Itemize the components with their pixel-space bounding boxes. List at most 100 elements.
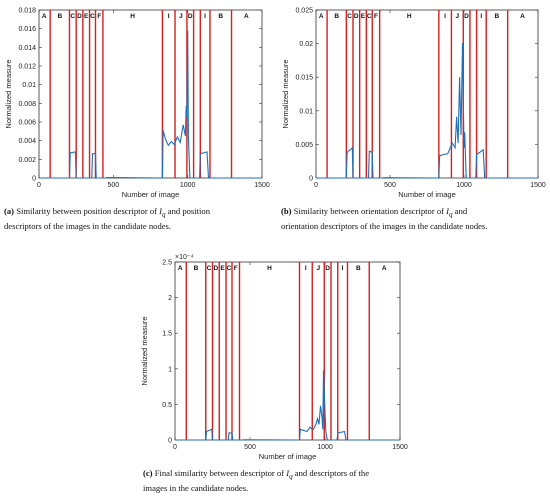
- y-axis-label: Normalized measure: [4, 59, 13, 128]
- segment-label: I: [444, 13, 446, 20]
- segment-label: F: [374, 13, 378, 20]
- y-tick-label: 0.008: [18, 101, 36, 108]
- x-tick-label: 1500: [530, 182, 546, 189]
- x-tick-label: 0: [173, 444, 177, 451]
- segment-label: H: [130, 13, 135, 20]
- segment-label: C: [70, 13, 75, 20]
- segment-label: J: [316, 265, 320, 272]
- segment-label: D: [464, 13, 469, 20]
- segment-label: E: [220, 265, 225, 272]
- segment-label: B: [356, 265, 361, 272]
- series-line: [316, 42, 538, 179]
- segment-label: I: [480, 13, 482, 20]
- y-tick-label: 0.016: [18, 26, 36, 33]
- panel-a: 0 0.002 0.004 0.006 0.008 0.01 0.012 0.014 0.016…: [0, 0, 275, 245]
- y-tick-label: 0.01: [299, 108, 313, 115]
- y-tick-label: 0.005: [295, 142, 313, 149]
- segment-label: A: [244, 13, 249, 20]
- segment-label: D: [188, 13, 193, 20]
- x-tick-label: 1500: [254, 182, 270, 189]
- segment-label: I: [342, 265, 344, 272]
- x-tick-label: 0: [37, 182, 41, 189]
- caption-var: I: [286, 468, 290, 478]
- y-tick-label: 0.015: [295, 75, 313, 82]
- segment-label: I: [204, 13, 206, 20]
- segment-label: D: [213, 265, 218, 272]
- y-tick-label: 0.02: [299, 41, 313, 48]
- caption-b: (b) Similarity between orientation descr…: [281, 206, 543, 232]
- segment-label: A: [319, 13, 324, 20]
- segment-label: B: [194, 265, 199, 272]
- segment-label: F: [234, 265, 238, 272]
- caption-sub: q: [449, 210, 453, 219]
- plot-area: [174, 261, 401, 441]
- segment-label: D: [354, 13, 359, 20]
- caption-text: Similarity between position descriptor o…: [16, 206, 160, 216]
- segment-label: C: [347, 13, 352, 20]
- panel-c: 0 0.5 1 1.5 2 2.5 0 500 1000 1500 A B C D E C F H I J D I B A Nu…: [137, 248, 412, 499]
- y-tick-label: 1.5: [162, 331, 172, 338]
- y-tick-label: 0.5: [162, 402, 172, 409]
- x-tick-label: 500: [244, 444, 256, 451]
- caption-tag: (a): [4, 206, 15, 216]
- y-tick-label: 0.012: [18, 64, 36, 71]
- segment-label: J: [456, 13, 460, 20]
- segment-label: B: [218, 13, 223, 20]
- y-tick-label: 0.004: [18, 138, 36, 145]
- y-axis-label: Normalized measure: [281, 59, 290, 128]
- y-tick-label: 0: [32, 176, 36, 183]
- caption-sub: q: [289, 472, 293, 481]
- caption-tag: (c): [143, 468, 153, 478]
- segment-label: I: [305, 265, 307, 272]
- y-tick-label: 2.5: [162, 260, 172, 267]
- caption-text: images in the candidate nodes.: [143, 482, 249, 493]
- caption-tag: (b): [281, 206, 292, 216]
- segment-label: C: [227, 265, 232, 272]
- segment-label: D: [77, 13, 82, 20]
- x-tick-label: 1000: [456, 182, 472, 189]
- caption-text: Final similarity between descriptor of: [154, 468, 287, 478]
- y-tick-label: 0.018: [18, 8, 36, 15]
- y-tick-label: 0.025: [295, 8, 313, 15]
- series-line: [175, 370, 400, 441]
- segment-label: A: [42, 13, 47, 20]
- y-exponent: ×10⁻⁴: [175, 254, 194, 261]
- y-tick-label: 0.006: [18, 120, 36, 127]
- x-axis-label: Number of image: [259, 452, 317, 461]
- y-tick-label: 1: [168, 366, 172, 373]
- segment-label: E: [84, 13, 89, 20]
- segment-label: B: [57, 13, 62, 20]
- caption-var: I: [446, 206, 450, 216]
- x-tick-label: 1000: [180, 182, 196, 189]
- caption-text: and descriptors of the: [292, 468, 370, 478]
- y-tick-label: 0.014: [18, 45, 36, 52]
- x-tick-label: 1500: [392, 444, 408, 451]
- caption-text: descriptors of the images in the candida…: [4, 220, 172, 231]
- segment-label: B: [495, 13, 500, 20]
- caption-c: (c) Final similarity between descriptor …: [143, 468, 405, 494]
- segment-label: I: [168, 13, 170, 20]
- x-tick-label: 0: [314, 182, 318, 189]
- x-tick-label: 500: [384, 182, 396, 189]
- segment-label: E: [361, 13, 366, 20]
- segment-label: D: [325, 265, 330, 272]
- y-axis-label: Normalized measure: [140, 316, 149, 385]
- segment-label: F: [97, 13, 101, 20]
- x-axis-label: Number of image: [398, 190, 456, 199]
- segment-label: A: [520, 13, 525, 20]
- segment-label: A: [382, 265, 387, 272]
- caption-a: (a) Similarity between position descript…: [4, 206, 266, 232]
- y-tick-label: 2: [168, 295, 172, 302]
- caption-text: orientation descriptors of the images in…: [281, 220, 488, 231]
- panel-b: 0 0.005 0.01 0.015 0.02 0.025 0 500 1000 1500 A B C D…: [275, 0, 550, 245]
- x-axis-label: Number of image: [122, 190, 180, 199]
- x-tick-label: 500: [107, 182, 119, 189]
- caption-text: and: [452, 206, 468, 216]
- y-tick-label: 0.002: [18, 157, 36, 164]
- plot-area: [315, 9, 539, 179]
- series-line: [39, 30, 262, 179]
- y-tick-label: 0: [309, 176, 313, 183]
- y-tick-label: 0.01: [22, 82, 36, 89]
